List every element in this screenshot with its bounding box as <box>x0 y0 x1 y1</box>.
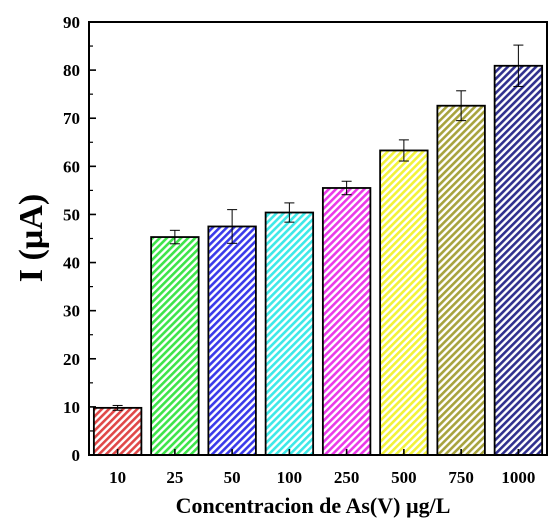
bar-1000 <box>493 64 544 456</box>
bar-500 <box>379 149 429 456</box>
x-tick-label: 25 <box>166 468 183 487</box>
x-axis-title: Concentracion de As(V) µg/L <box>176 493 451 518</box>
y-tick-label: 0 <box>72 446 81 465</box>
bar-750 <box>436 104 486 456</box>
error-bars-layer <box>112 44 524 411</box>
bar-10 <box>92 406 143 456</box>
x-tick-label: 750 <box>448 468 474 487</box>
y-tick-label: 70 <box>63 109 80 128</box>
x-tick-label: 10 <box>109 468 126 487</box>
bar-50 <box>207 225 257 456</box>
bar-100 <box>264 211 315 456</box>
x-tick-labels: 10 25 50 100 250 500 750 1000 <box>109 468 535 487</box>
y-tick-label: 50 <box>63 205 80 224</box>
y-tick-labels: 0 10 20 30 40 50 60 70 80 90 <box>63 13 80 465</box>
y-axis-title: I (µA) <box>13 194 50 283</box>
error-bar-250 <box>341 180 352 196</box>
y-tick-label: 90 <box>63 13 80 32</box>
y-tick-label: 40 <box>63 254 80 273</box>
error-bar-500 <box>398 139 409 162</box>
axes-layer <box>88 21 548 456</box>
y-tick-label: 60 <box>63 157 80 176</box>
error-bar-750 <box>456 90 467 122</box>
y-tick-label: 20 <box>63 350 80 369</box>
y-tick-label: 10 <box>63 398 80 417</box>
x-tick-label: 500 <box>391 468 417 487</box>
y-tick-label: 30 <box>63 302 80 321</box>
error-bar-50 <box>227 209 238 244</box>
x-tick-label: 250 <box>334 468 360 487</box>
bars-layer <box>92 64 544 456</box>
bar-250 <box>321 187 372 456</box>
error-bar-10 <box>112 404 123 411</box>
error-bar-1000 <box>513 44 524 87</box>
bar-25 <box>150 236 200 456</box>
x-tick-label: 100 <box>277 468 303 487</box>
y-tick-label: 80 <box>63 61 80 80</box>
x-tick-label: 50 <box>224 468 241 487</box>
error-bar-100 <box>284 202 295 223</box>
x-tick-label: 1000 <box>501 468 535 487</box>
error-bar-25 <box>169 229 180 245</box>
